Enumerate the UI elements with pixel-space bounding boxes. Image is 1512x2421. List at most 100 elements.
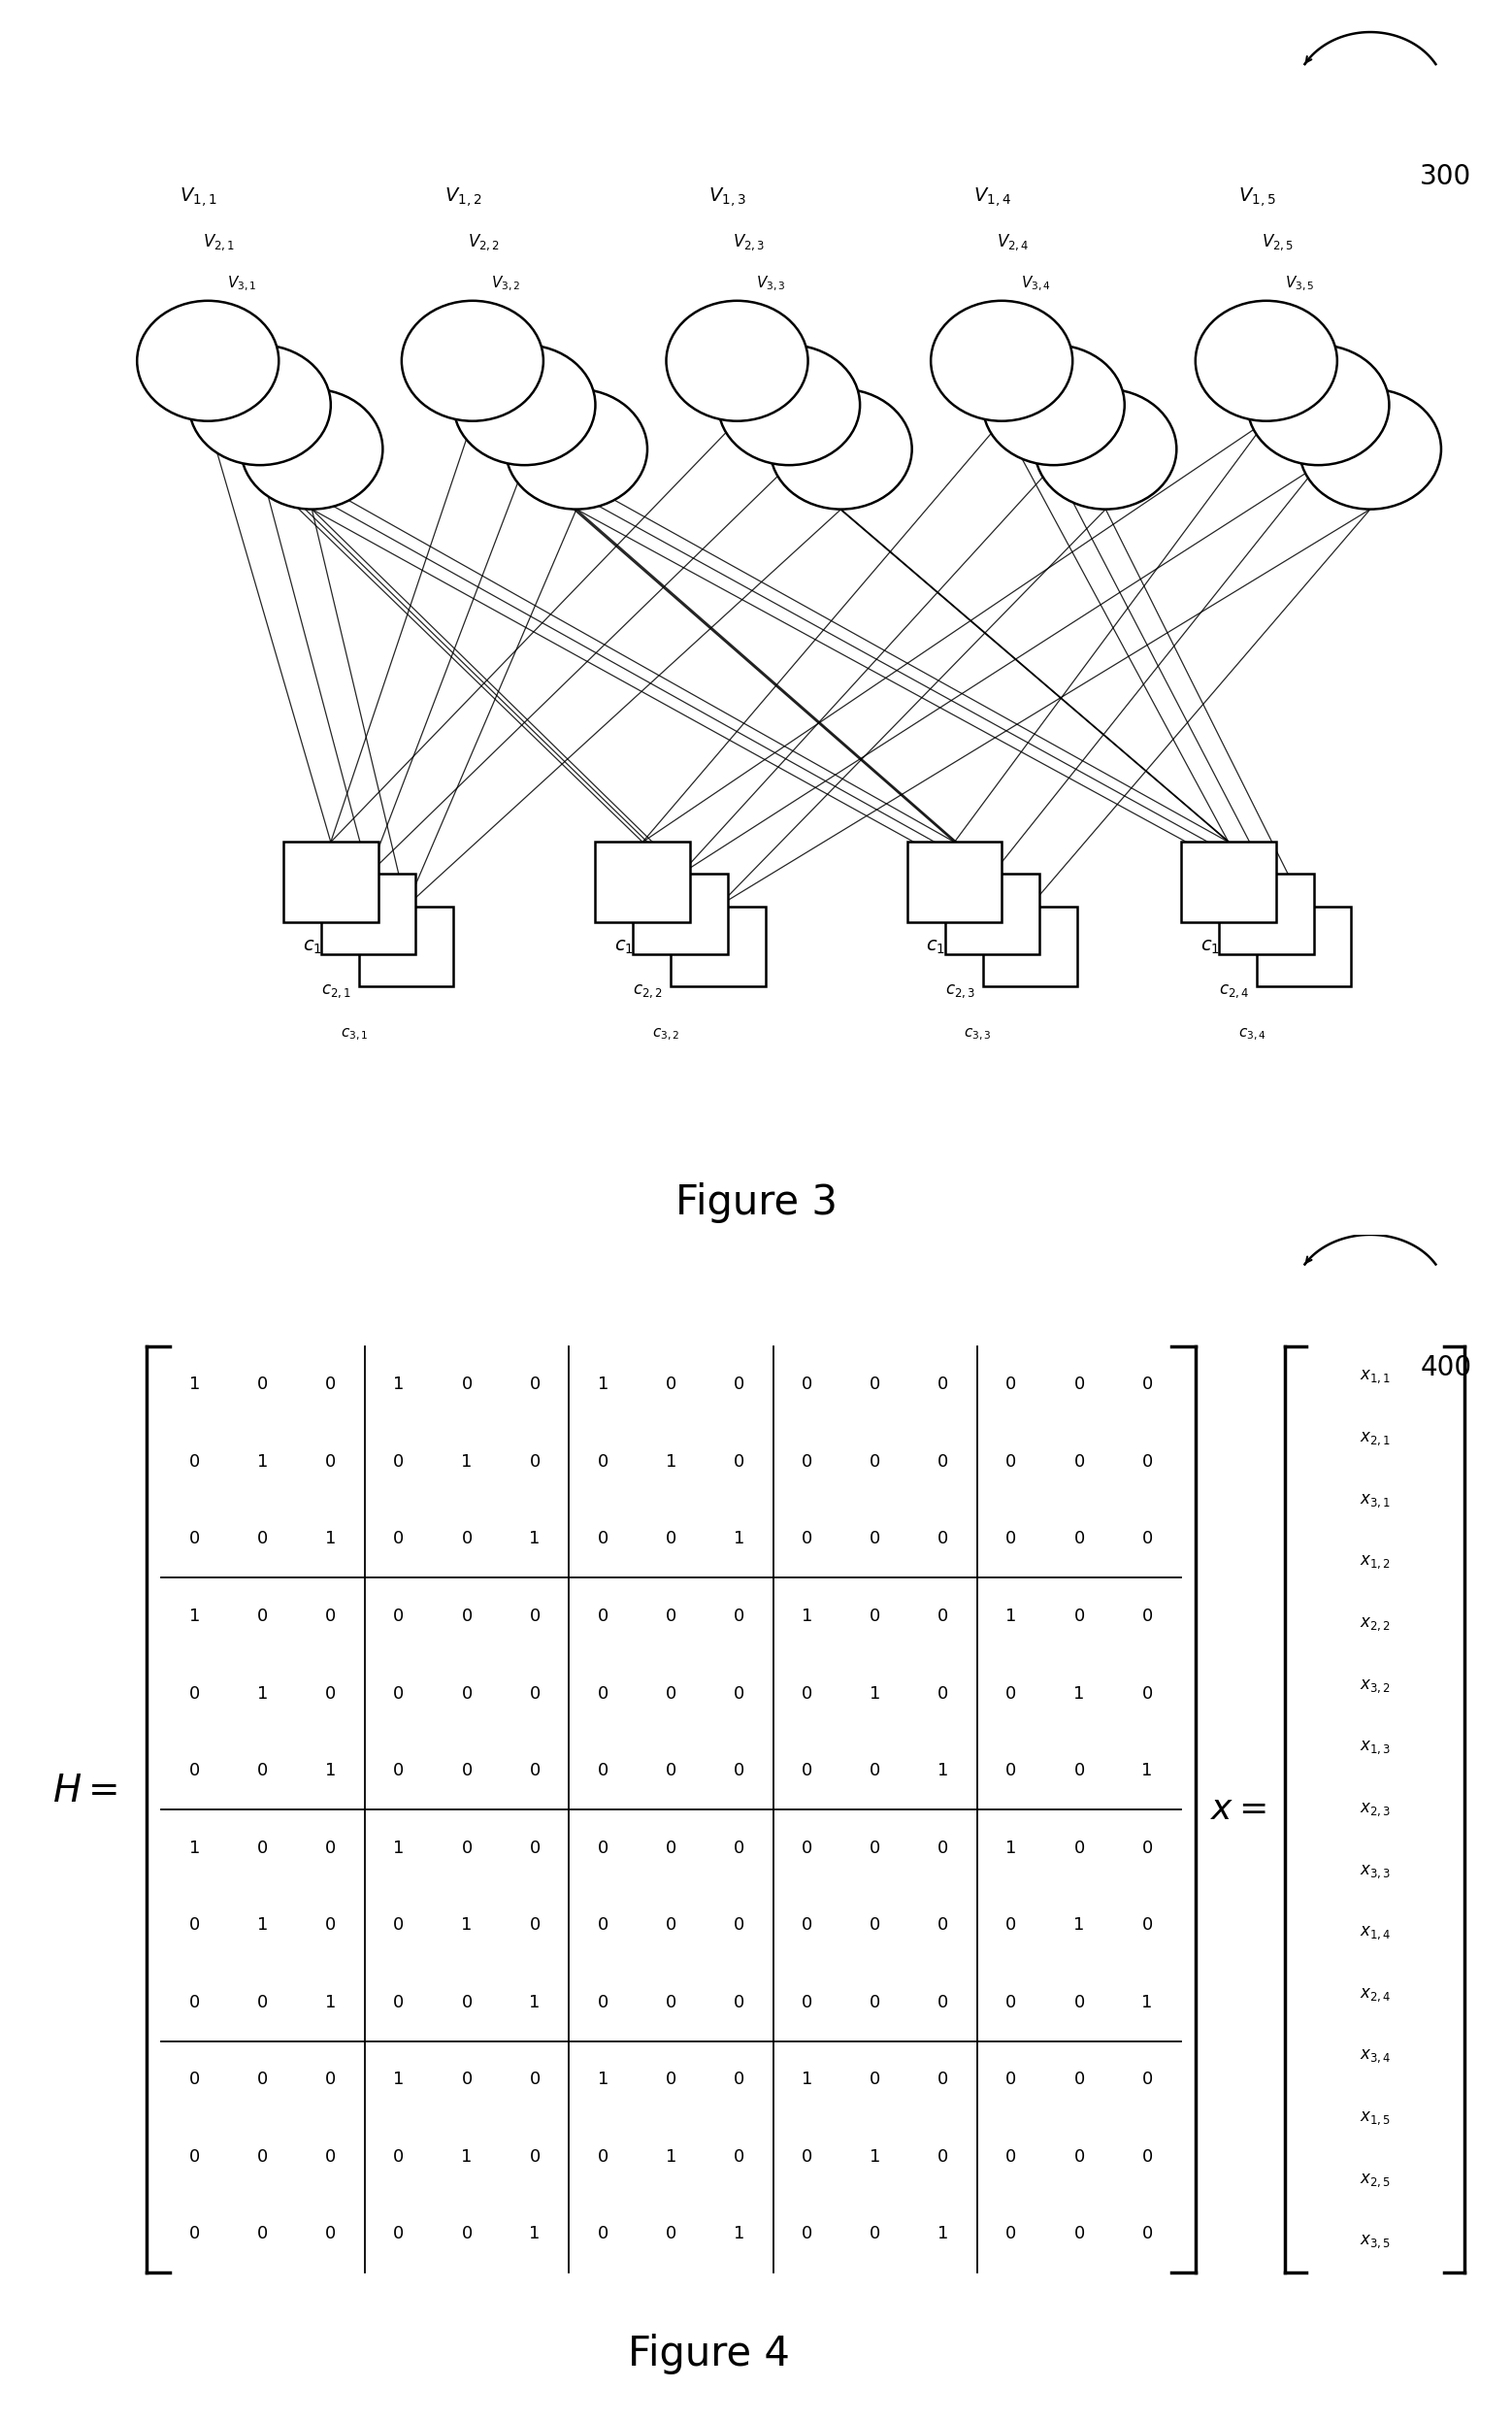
Text: 1: 1 xyxy=(801,1608,812,1624)
Text: 1: 1 xyxy=(733,1530,744,1547)
Text: $x_{1,4}$: $x_{1,4}$ xyxy=(1359,1925,1391,1942)
Text: 1: 1 xyxy=(1142,1992,1152,2012)
Text: 0: 0 xyxy=(869,1453,880,1470)
Circle shape xyxy=(138,300,278,421)
Text: 0: 0 xyxy=(1005,1917,1016,1934)
Text: $x=$: $x=$ xyxy=(1210,1794,1266,1825)
Text: 1: 1 xyxy=(597,2070,608,2089)
Text: $c_{3,3}$: $c_{3,3}$ xyxy=(963,1027,992,1043)
Text: $c_{2,2}$: $c_{2,2}$ xyxy=(634,983,662,1000)
Text: 0: 0 xyxy=(801,1375,812,1392)
Text: 0: 0 xyxy=(665,1840,676,1857)
Text: 1: 1 xyxy=(461,2147,472,2167)
Text: 0: 0 xyxy=(733,1840,744,1857)
Text: 1: 1 xyxy=(1142,1762,1152,1779)
Text: 0: 0 xyxy=(529,2147,540,2167)
Text: 0: 0 xyxy=(189,2147,200,2167)
Text: 400: 400 xyxy=(1420,1356,1471,1382)
Text: $x_{2,5}$: $x_{2,5}$ xyxy=(1359,2172,1391,2189)
Text: 0: 0 xyxy=(665,1992,676,2012)
Text: 0: 0 xyxy=(869,2225,880,2242)
Text: 0: 0 xyxy=(937,1992,948,2012)
Circle shape xyxy=(667,300,807,421)
Text: $x_{2,3}$: $x_{2,3}$ xyxy=(1359,1801,1391,1818)
Text: 0: 0 xyxy=(597,1992,608,2012)
Text: $V_{2,4}$: $V_{2,4}$ xyxy=(996,232,1030,252)
Text: 0: 0 xyxy=(325,1685,336,1702)
Text: $x_{1,3}$: $x_{1,3}$ xyxy=(1359,1738,1391,1755)
Circle shape xyxy=(402,300,543,421)
Text: 0: 0 xyxy=(189,1530,200,1547)
Bar xyxy=(945,874,1040,954)
Text: $V_{3,5}$: $V_{3,5}$ xyxy=(1285,274,1315,293)
Text: 0: 0 xyxy=(937,1530,948,1547)
Text: 0: 0 xyxy=(1142,1375,1152,1392)
Text: 0: 0 xyxy=(189,1453,200,1470)
Text: 0: 0 xyxy=(869,1840,880,1857)
Text: 0: 0 xyxy=(393,1685,404,1702)
Text: $V_{3,2}$: $V_{3,2}$ xyxy=(491,274,520,293)
Text: 0: 0 xyxy=(189,1992,200,2012)
Text: 0: 0 xyxy=(1074,1992,1084,2012)
Text: 0: 0 xyxy=(461,2225,472,2242)
Text: 0: 0 xyxy=(325,1840,336,1857)
Text: 0: 0 xyxy=(1142,2225,1152,2242)
Text: $x_{3,2}$: $x_{3,2}$ xyxy=(1359,1678,1391,1695)
Text: 1: 1 xyxy=(1005,1608,1016,1624)
Text: 0: 0 xyxy=(393,1992,404,2012)
Text: 0: 0 xyxy=(393,2147,404,2167)
Text: 0: 0 xyxy=(257,2070,268,2089)
Text: 0: 0 xyxy=(937,1608,948,1624)
Text: 0: 0 xyxy=(869,1917,880,1934)
Text: 0: 0 xyxy=(937,2070,948,2089)
Text: 0: 0 xyxy=(1005,1992,1016,2012)
Text: 0: 0 xyxy=(733,1685,744,1702)
Text: $V_{1,2}$: $V_{1,2}$ xyxy=(445,186,481,208)
Text: 0: 0 xyxy=(1074,2147,1084,2167)
Text: 0: 0 xyxy=(1142,1685,1152,1702)
Text: $c_{3,2}$: $c_{3,2}$ xyxy=(652,1027,679,1043)
Text: 0: 0 xyxy=(257,2147,268,2167)
Text: 0: 0 xyxy=(257,1530,268,1547)
Circle shape xyxy=(454,344,596,465)
Text: 0: 0 xyxy=(597,2225,608,2242)
Text: 0: 0 xyxy=(325,2147,336,2167)
Text: 0: 0 xyxy=(1005,1453,1016,1470)
Text: $c_{3,4}$: $c_{3,4}$ xyxy=(1238,1027,1266,1043)
Text: 1: 1 xyxy=(393,1840,404,1857)
Text: 0: 0 xyxy=(257,1608,268,1624)
Text: 0: 0 xyxy=(801,1530,812,1547)
Text: 0: 0 xyxy=(665,1685,676,1702)
Text: 1: 1 xyxy=(189,1608,200,1624)
Bar xyxy=(634,874,727,954)
Text: 0: 0 xyxy=(733,2147,744,2167)
Text: $V_{3,4}$: $V_{3,4}$ xyxy=(1021,274,1051,293)
Text: 0: 0 xyxy=(461,1840,472,1857)
Text: 1: 1 xyxy=(461,1917,472,1934)
Text: 0: 0 xyxy=(869,1608,880,1624)
Text: 0: 0 xyxy=(1005,2147,1016,2167)
Text: 0: 0 xyxy=(461,1530,472,1547)
Text: 1: 1 xyxy=(1005,1840,1016,1857)
Circle shape xyxy=(983,344,1125,465)
Circle shape xyxy=(189,344,331,465)
Text: 0: 0 xyxy=(801,1917,812,1934)
Text: 0: 0 xyxy=(257,1375,268,1392)
Text: 1: 1 xyxy=(529,1992,540,2012)
Text: $x_{1,1}$: $x_{1,1}$ xyxy=(1359,1368,1391,1385)
Text: 1: 1 xyxy=(325,1530,336,1547)
Text: 0: 0 xyxy=(937,1685,948,1702)
Text: 0: 0 xyxy=(1074,1530,1084,1547)
Circle shape xyxy=(505,390,647,508)
Text: 0: 0 xyxy=(733,1917,744,1934)
Text: 0: 0 xyxy=(257,2225,268,2242)
Text: 0: 0 xyxy=(937,2147,948,2167)
Text: 1: 1 xyxy=(1074,1917,1084,1934)
Circle shape xyxy=(931,300,1072,421)
Text: 0: 0 xyxy=(597,1608,608,1624)
Text: 0: 0 xyxy=(733,1762,744,1779)
Text: 0: 0 xyxy=(1142,1917,1152,1934)
Text: 0: 0 xyxy=(189,2070,200,2089)
Text: $x_{3,5}$: $x_{3,5}$ xyxy=(1359,2232,1391,2252)
Text: 0: 0 xyxy=(1005,2225,1016,2242)
